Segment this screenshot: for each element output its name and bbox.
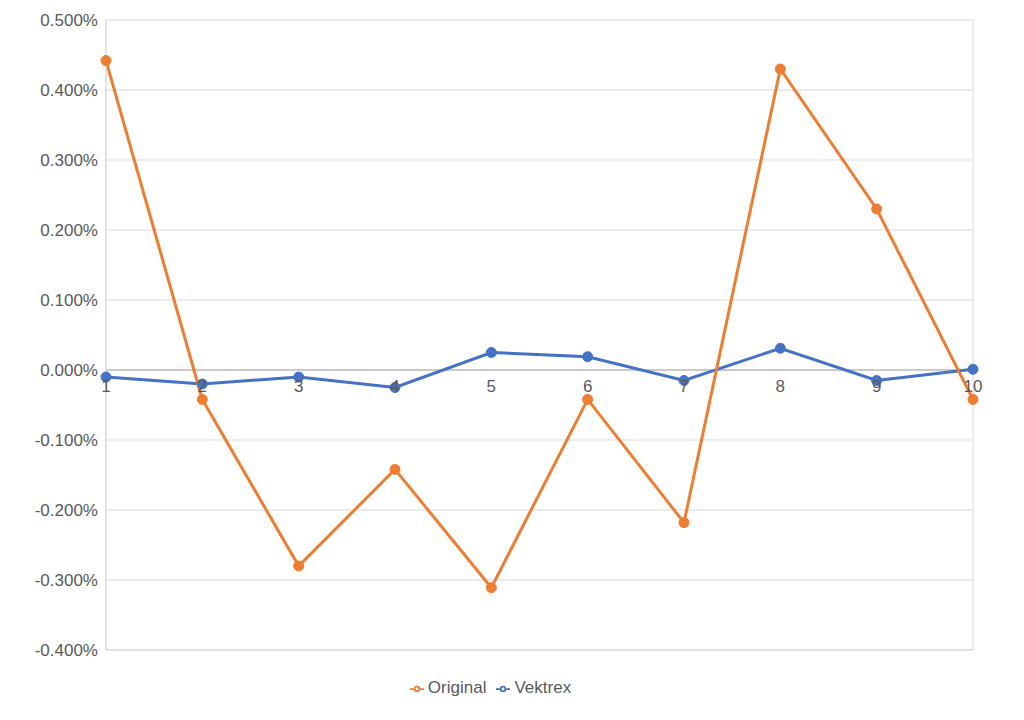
svg-text:0.000%: 0.000% [40, 361, 98, 380]
svg-text:0.300%: 0.300% [40, 151, 98, 170]
html-text:Vektrex: Vektrex [514, 678, 572, 697]
svg-text:8: 8 [776, 377, 785, 396]
svg-text:-0.200%: -0.200% [35, 501, 98, 520]
svg-text:6: 6 [583, 377, 592, 396]
svg-text:0.200%: 0.200% [40, 221, 98, 240]
svg-text:-0.300%: -0.300% [35, 571, 98, 590]
svg-text:3: 3 [294, 377, 303, 396]
svg-text:9: 9 [872, 377, 881, 396]
svg-text:7: 7 [679, 377, 688, 396]
svg-text:4: 4 [390, 377, 399, 396]
svg-text:0.500%: 0.500% [40, 11, 98, 30]
svg-text:1: 1 [101, 377, 110, 396]
svg-text:-0.100%: -0.100% [35, 431, 98, 450]
svg-text:5: 5 [487, 377, 496, 396]
svg-text:2: 2 [198, 377, 207, 396]
html-text:Original: Original [427, 678, 487, 697]
svg-text:0.100%: 0.100% [40, 291, 98, 310]
svg-text:0.400%: 0.400% [40, 81, 98, 100]
svg-text:-0.400%: -0.400% [35, 641, 98, 660]
svg-text:10: 10 [964, 377, 983, 396]
